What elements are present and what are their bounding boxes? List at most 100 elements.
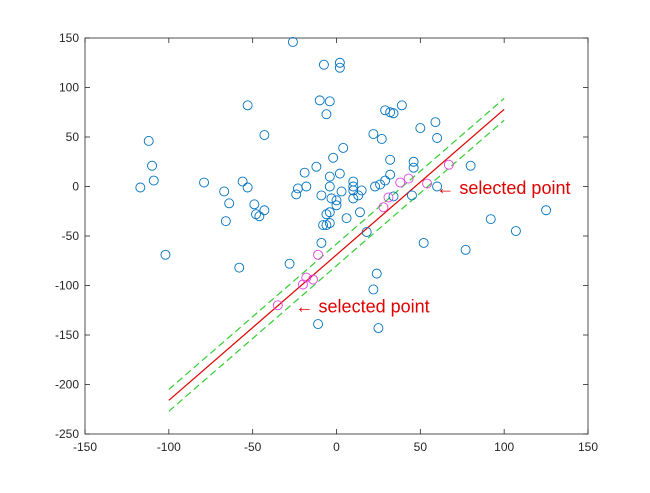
point — [199, 177, 209, 188]
point — [432, 133, 443, 143]
point — [338, 142, 349, 153]
point — [378, 202, 389, 213]
point — [465, 160, 476, 171]
y-tick-label: -50 — [62, 229, 80, 243]
point — [316, 190, 327, 201]
point — [242, 182, 253, 193]
point — [341, 213, 352, 224]
point — [318, 59, 329, 70]
y-tick-label: -150 — [55, 328, 79, 342]
point — [383, 192, 394, 203]
point — [348, 185, 359, 196]
point — [348, 181, 359, 192]
point — [388, 191, 399, 202]
point — [318, 220, 329, 231]
point — [331, 200, 342, 211]
point — [385, 169, 396, 180]
y-tick-label: 150 — [59, 31, 79, 45]
y-tick-label: -100 — [55, 279, 79, 293]
point — [334, 57, 345, 68]
point — [254, 211, 265, 222]
point — [443, 159, 454, 170]
point — [249, 199, 260, 210]
x-tick-label: -100 — [157, 440, 181, 454]
fit-line — [168, 119, 505, 412]
point — [485, 214, 496, 225]
point — [298, 279, 308, 290]
point — [370, 181, 381, 192]
point — [430, 117, 441, 128]
point — [331, 195, 342, 206]
x-tick-label: 150 — [578, 440, 598, 454]
point — [291, 189, 302, 200]
point — [324, 207, 335, 218]
point — [135, 182, 146, 193]
point — [308, 274, 318, 285]
point — [388, 108, 399, 119]
point — [284, 258, 295, 269]
point — [321, 220, 332, 231]
point — [321, 109, 332, 120]
x-tick-label: 0 — [333, 440, 340, 454]
point — [385, 154, 396, 165]
point — [313, 249, 324, 260]
point — [336, 186, 347, 197]
point — [224, 198, 235, 209]
point — [301, 181, 312, 192]
x-tick-label: -50 — [244, 440, 262, 454]
point — [242, 100, 253, 111]
x-tick-label: 100 — [494, 440, 514, 454]
y-tick-label: 0 — [72, 180, 79, 194]
point — [324, 181, 335, 192]
point — [287, 37, 298, 47]
point — [143, 136, 154, 146]
point — [334, 62, 345, 73]
point — [334, 168, 345, 179]
point — [422, 178, 432, 189]
point — [148, 175, 159, 186]
point — [220, 216, 231, 227]
x-tick-label: -150 — [73, 440, 97, 454]
point — [234, 262, 245, 273]
point — [408, 156, 419, 167]
point — [373, 323, 384, 334]
point — [314, 95, 325, 106]
point — [368, 284, 379, 295]
point — [407, 190, 417, 201]
point — [328, 152, 339, 163]
point — [272, 300, 283, 311]
point — [376, 134, 387, 144]
point — [259, 205, 270, 216]
x-tick-label: 50 — [414, 440, 428, 454]
point — [353, 190, 364, 201]
point — [361, 227, 372, 237]
point — [460, 244, 471, 255]
plot-area — [84, 37, 589, 435]
y-tick-label: 50 — [66, 130, 80, 144]
point — [316, 237, 327, 248]
point — [311, 161, 322, 172]
point — [395, 177, 406, 188]
point — [326, 193, 337, 204]
point — [251, 209, 261, 220]
point — [301, 272, 312, 283]
point — [348, 193, 359, 204]
point — [321, 209, 332, 220]
point — [403, 173, 414, 184]
point — [541, 205, 552, 216]
point — [418, 237, 429, 248]
point — [415, 123, 426, 134]
point — [259, 130, 270, 140]
point — [324, 218, 335, 229]
point — [380, 175, 391, 186]
point — [219, 186, 230, 197]
y-tick-label: 100 — [59, 81, 79, 95]
point — [355, 207, 365, 218]
point — [160, 249, 171, 260]
point — [147, 160, 158, 171]
annotation: ← selected point — [436, 178, 570, 198]
point — [237, 176, 248, 187]
point — [371, 268, 382, 279]
